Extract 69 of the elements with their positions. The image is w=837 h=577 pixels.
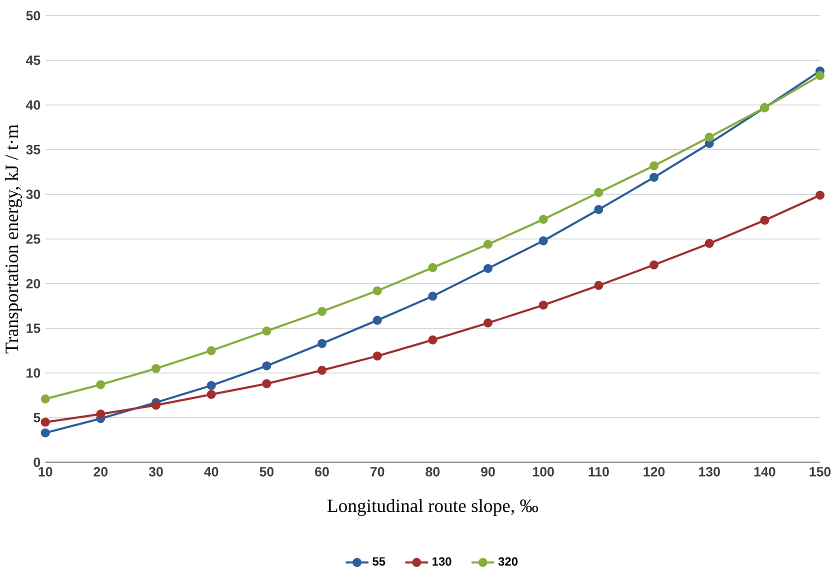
point [428,292,438,301]
point [262,379,272,388]
legend-label: 130 [432,557,452,566]
point [594,188,604,198]
x-tick-label: 130 [699,467,720,476]
point [538,236,548,246]
point [704,132,714,142]
point [538,300,548,310]
point [40,428,50,438]
point [815,190,825,200]
y-tick-label: 30 [26,190,40,200]
point [372,286,382,296]
y-tick-label: 50 [26,10,40,20]
y-tick-label: 45 [26,56,40,65]
point [262,361,272,370]
point [317,306,327,316]
y-tick-label: 25 [26,234,40,244]
point [483,264,493,274]
point [594,280,604,290]
point [649,172,659,182]
x-tick-label: 40 [204,467,218,476]
x-tick-label: 20 [94,467,108,476]
x-tick-label: 120 [644,467,665,476]
point [372,351,382,361]
x-tick-label: 140 [754,467,776,476]
point [428,263,438,272]
point [206,346,216,356]
x-tick-label: 100 [533,467,554,476]
y-tick-label: 5 [34,413,40,422]
x-tick-label: 110 [588,467,609,476]
y-tick-label: 0 [34,458,40,468]
point [483,318,493,328]
point [96,380,106,390]
point [372,316,382,325]
point [206,380,216,390]
y-tick-label: 20 [26,278,40,288]
point [649,260,659,270]
x-tick-label: 30 [148,467,163,476]
y-tick-label: 15 [26,324,40,333]
point [760,216,770,225]
point [40,418,50,427]
x-tick-label: 90 [481,467,495,476]
y-tick-label: 35 [26,144,40,154]
point [317,366,327,375]
point [40,394,50,404]
y-tick-label: 40 [26,100,40,110]
x-tick-label: 80 [426,467,440,476]
point [594,204,604,214]
x-axis-title: Longitudinal route slope, ‰ [327,498,538,516]
point [151,400,161,410]
y-axis-title: Transportation energy, kJ / t·m [4,124,22,354]
point [649,161,659,170]
point [428,335,438,344]
x-tick-label: 150 [810,467,831,476]
point [483,240,493,249]
legend-label: 320 [498,557,518,566]
point [815,70,825,80]
legend-label: 55 [372,557,386,566]
point [96,410,106,419]
y-tick-label: 10 [26,368,40,378]
point [206,390,216,399]
point [151,364,161,374]
point [704,238,714,248]
x-tick-label: 50 [260,467,274,476]
point [262,326,272,336]
x-tick-label: 70 [370,467,384,476]
x-tick-label: 60 [315,467,329,476]
point [317,338,327,348]
point [538,214,548,224]
